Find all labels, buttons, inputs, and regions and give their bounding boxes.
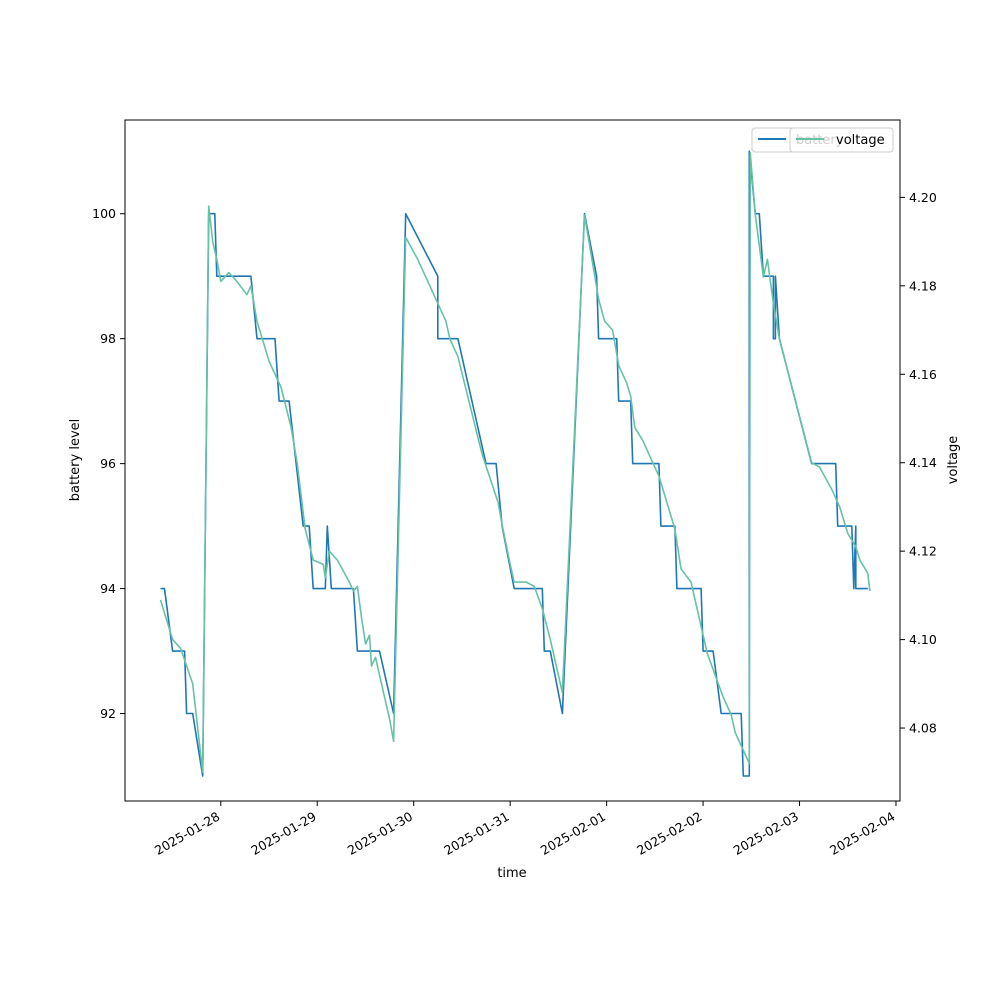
- series-line-battery: [160, 150, 868, 777]
- x-axis-label: time: [497, 866, 526, 881]
- x-tick-label: 2025-02-01: [538, 809, 608, 858]
- series-layer: [159, 150, 871, 777]
- x-axis-ticks: 2025-01-28 2025-01-29 2025-01-30 2025-01-31…: [152, 801, 898, 858]
- x-tick-label: 2025-01-29: [248, 809, 318, 858]
- x-tick-label: 2025-01-31: [441, 809, 511, 858]
- y-right-axis-label: voltage: [946, 436, 961, 485]
- plot-frame: [124, 119, 901, 802]
- y-left-axis-ticks: 92 94 96 98 100: [92, 206, 125, 721]
- y-left-tick-label: 100: [92, 206, 116, 221]
- y-right-tick-label: 4.10: [909, 632, 937, 647]
- y-right-tick-label: 4.12: [909, 544, 937, 559]
- y-right-tick-label: 4.16: [909, 367, 937, 382]
- y-left-axis-label: battery level: [68, 419, 83, 502]
- y-right-axis-ticks: 4.08 4.10 4.12 4.14 4.16 4.18 4.20: [900, 190, 937, 736]
- y-right-tick-label: 4.20: [909, 190, 937, 205]
- y-left-tick-label: 92: [100, 706, 116, 721]
- x-tick-label: 2025-02-02: [634, 809, 704, 858]
- legend-voltage: voltage: [789, 127, 894, 153]
- series-line-voltage: [159, 152, 871, 774]
- y-right-tick-label: 4.18: [909, 278, 937, 293]
- y-right-tick-label: 4.08: [909, 721, 937, 736]
- y-left-tick-label: 98: [100, 331, 116, 346]
- y-right-tick-label: 4.14: [909, 455, 937, 470]
- y-left-tick-label: 94: [100, 581, 116, 596]
- legend-voltage-box: [789, 127, 894, 153]
- x-tick-label: 2025-02-03: [731, 809, 801, 858]
- x-tick-label: 2025-02-04: [827, 809, 897, 858]
- x-tick-label: 2025-01-28: [152, 809, 222, 858]
- legend-voltage-label: voltage: [836, 133, 885, 148]
- y-left-tick-label: 96: [100, 456, 116, 471]
- x-tick-label: 2025-01-30: [345, 809, 415, 858]
